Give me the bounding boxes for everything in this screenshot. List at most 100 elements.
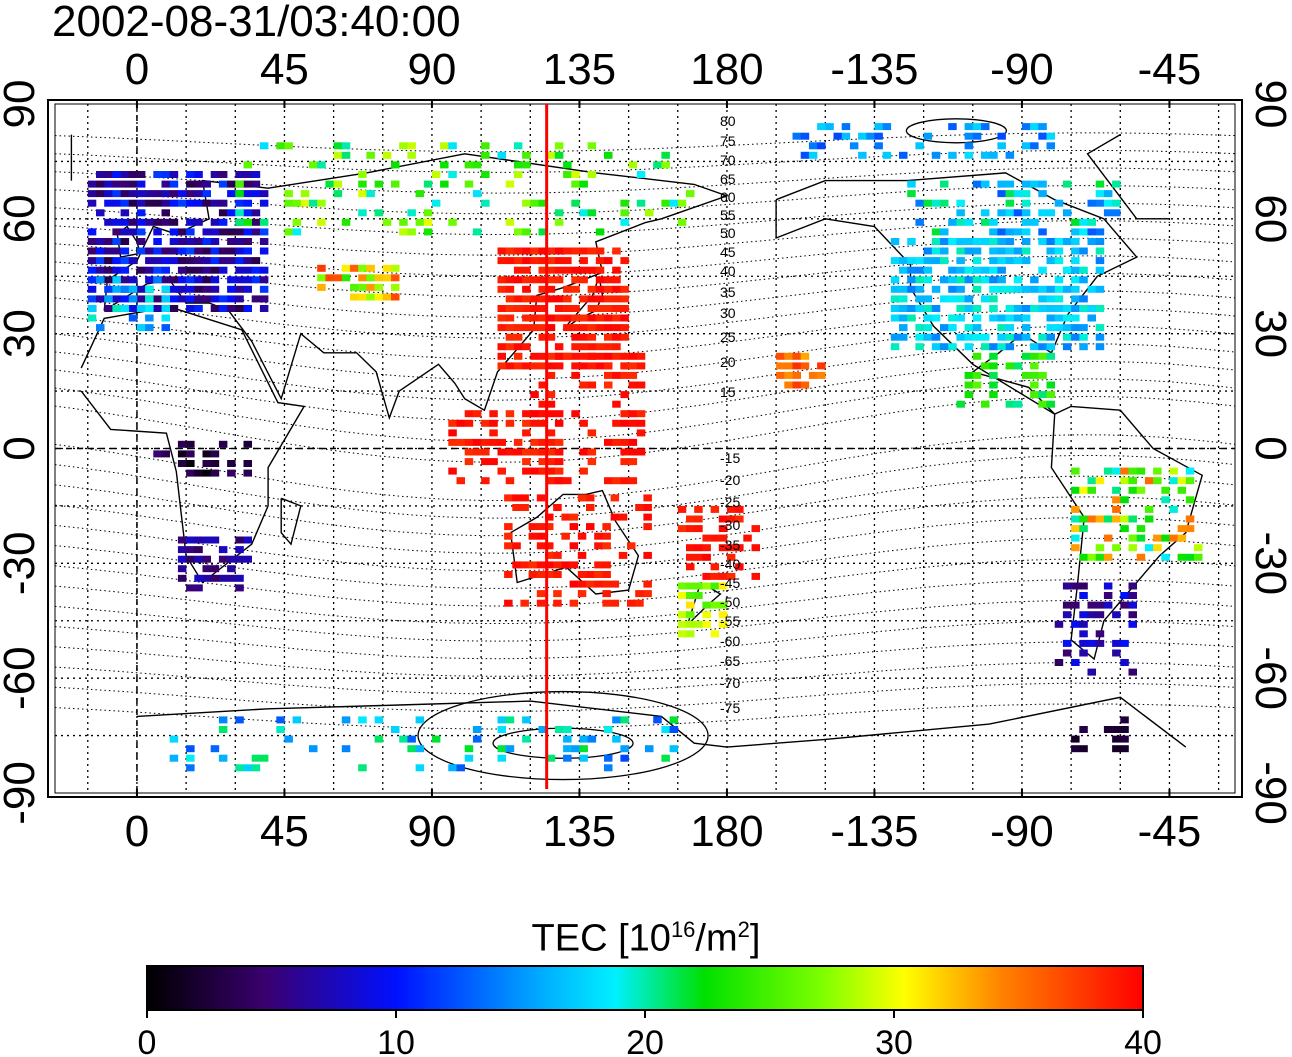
tec-cell xyxy=(227,469,236,477)
tec-cell xyxy=(218,295,228,303)
tec-cell xyxy=(145,295,154,303)
tec-cell xyxy=(972,180,982,188)
tec-cell xyxy=(1062,582,1072,590)
tec-cell xyxy=(553,571,562,578)
tec-cell xyxy=(563,285,572,293)
tec-cell xyxy=(497,362,506,370)
tec-cell xyxy=(997,285,1006,293)
tec-cell xyxy=(374,274,384,282)
tec-cell xyxy=(153,199,162,207)
tec-cell xyxy=(194,584,203,592)
tec-cell xyxy=(1021,123,1031,131)
tec-cell xyxy=(145,257,154,265)
tec-cell xyxy=(1177,525,1187,533)
tec-cell xyxy=(497,276,506,284)
tec-cell xyxy=(1013,247,1023,255)
tec-cell xyxy=(610,494,620,502)
tec-cell xyxy=(620,477,629,485)
tec-cell xyxy=(259,218,269,226)
tec-cell xyxy=(800,132,810,140)
tec-cell xyxy=(112,171,121,178)
tec-cell xyxy=(948,343,957,351)
tec-cell xyxy=(636,171,646,178)
tec-cell xyxy=(866,132,875,140)
tec-cell xyxy=(161,314,170,322)
tec-cell xyxy=(382,293,392,301)
contour-label: 40 xyxy=(720,263,736,279)
colorbar xyxy=(146,965,1144,1011)
tec-cell xyxy=(520,561,529,569)
tec-cell xyxy=(259,285,269,293)
tec-cell xyxy=(997,209,1006,217)
tec-cell xyxy=(251,276,261,284)
contour-label: 50 xyxy=(720,225,736,241)
tec-cell xyxy=(1071,247,1080,255)
tec-cell xyxy=(997,228,1006,236)
tec-cell xyxy=(1021,285,1031,293)
magnetic-contour xyxy=(54,496,1236,554)
tec-cell xyxy=(276,142,285,150)
tec-cell xyxy=(1005,314,1015,322)
tec-cell xyxy=(423,218,433,226)
tec-cell xyxy=(561,513,570,521)
tec-cell xyxy=(325,180,334,188)
tec-cell xyxy=(538,199,547,207)
tec-cell xyxy=(505,305,515,312)
tec-cell xyxy=(489,438,498,446)
tec-cell xyxy=(554,352,564,360)
tec-cell xyxy=(504,599,513,607)
magnetic-contour xyxy=(54,558,1236,607)
tec-cell xyxy=(104,266,113,274)
tec-cell xyxy=(948,285,957,293)
tec-cell xyxy=(618,513,628,521)
tec-cell xyxy=(915,305,924,312)
tec-cell xyxy=(218,228,228,236)
tec-cell xyxy=(1079,486,1088,494)
tec-cell xyxy=(981,209,990,217)
tec-cell xyxy=(350,283,359,291)
tec-cell xyxy=(702,534,711,542)
tec-cell xyxy=(448,764,457,772)
tec-cell xyxy=(145,305,154,312)
tec-cell xyxy=(1079,592,1088,599)
tec-cell xyxy=(96,295,105,303)
tec-cell xyxy=(194,546,203,554)
tec-cell xyxy=(522,295,531,303)
tec-cell xyxy=(579,448,588,456)
tec-cell xyxy=(464,180,474,188)
tec-cell xyxy=(505,314,515,322)
tec-cell xyxy=(553,561,562,569)
tec-cell xyxy=(710,534,720,542)
tec-cell xyxy=(602,561,611,569)
tec-cell xyxy=(169,180,179,188)
tec-cell xyxy=(612,438,621,446)
tec-cell xyxy=(882,123,892,131)
tec-cell xyxy=(528,561,538,569)
tec-cell xyxy=(1054,324,1064,332)
tec-cell xyxy=(940,199,949,207)
tec-cell xyxy=(546,429,556,437)
tec-cell xyxy=(604,333,613,341)
tec-cell xyxy=(1161,486,1170,494)
tec-cell xyxy=(628,381,638,389)
tec-cell xyxy=(620,458,629,466)
left-lat-tick: 60 xyxy=(0,194,44,243)
tec-cell xyxy=(1038,180,1047,188)
tec-cell xyxy=(956,400,965,408)
tec-cell xyxy=(718,525,728,533)
tec-cell xyxy=(628,477,638,485)
tec-cell xyxy=(800,151,810,159)
tec-cell xyxy=(251,266,261,274)
tec-cell xyxy=(202,180,211,188)
tec-cell xyxy=(546,295,556,303)
tec-cell xyxy=(620,362,629,370)
tec-cell xyxy=(136,305,146,312)
tec-cell xyxy=(594,580,603,588)
tec-cell xyxy=(1177,553,1187,561)
tec-cell xyxy=(587,314,597,322)
tec-cell xyxy=(874,123,883,131)
tec-cell xyxy=(964,218,974,226)
tec-cell xyxy=(1120,525,1129,533)
tec-cell xyxy=(1046,257,1055,265)
tec-cell xyxy=(513,228,523,236)
